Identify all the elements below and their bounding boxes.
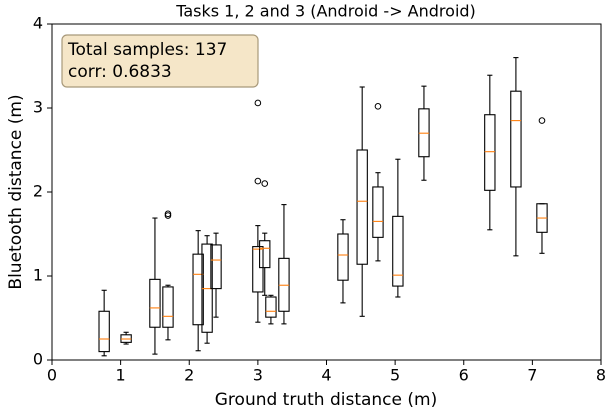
box bbox=[210, 244, 222, 290]
box bbox=[252, 246, 264, 293]
box bbox=[337, 233, 349, 281]
box bbox=[98, 310, 110, 353]
box bbox=[162, 286, 174, 328]
outlier bbox=[538, 117, 546, 124]
outlier bbox=[374, 103, 382, 110]
box bbox=[259, 240, 271, 269]
annotation-text: Total samples: 137 bbox=[67, 40, 227, 60]
box bbox=[149, 278, 161, 328]
annotation-box bbox=[61, 34, 259, 88]
x-tick-label: 5 bbox=[390, 366, 400, 385]
x-tick-label: 6 bbox=[459, 366, 469, 385]
y-tick-label: 3 bbox=[33, 98, 43, 117]
x-tick-label: 1 bbox=[116, 366, 126, 385]
box bbox=[510, 90, 522, 188]
plot-frame bbox=[51, 23, 602, 361]
y-tick-label: 0 bbox=[33, 350, 43, 369]
x-tick-label: 0 bbox=[47, 366, 57, 385]
x-tick-label: 3 bbox=[253, 366, 263, 385]
outlier bbox=[254, 99, 262, 107]
y-tick-label: 2 bbox=[33, 182, 43, 201]
y-tick-label: 4 bbox=[33, 14, 43, 33]
y-tick-label: 1 bbox=[33, 266, 43, 285]
x-tick-label: 7 bbox=[527, 366, 537, 385]
outlier bbox=[261, 180, 269, 187]
box bbox=[392, 215, 404, 287]
annotation-text: corr: 0.6833 bbox=[68, 62, 172, 82]
outlier bbox=[164, 210, 172, 218]
box bbox=[356, 149, 368, 265]
x-axis-label: Ground truth distance (m) bbox=[215, 390, 437, 410]
chart-title: Tasks 1, 2 and 3 (Android -> Android) bbox=[175, 2, 476, 21]
outlier bbox=[254, 177, 262, 185]
box bbox=[192, 253, 204, 326]
x-tick-label: 4 bbox=[321, 366, 331, 385]
y-axis-label: Bluetooth distance (m) bbox=[6, 94, 26, 289]
x-tick-label: 8 bbox=[596, 366, 606, 385]
box bbox=[484, 114, 496, 191]
box bbox=[372, 186, 384, 238]
x-tick-label: 2 bbox=[184, 366, 194, 385]
box bbox=[265, 296, 277, 318]
